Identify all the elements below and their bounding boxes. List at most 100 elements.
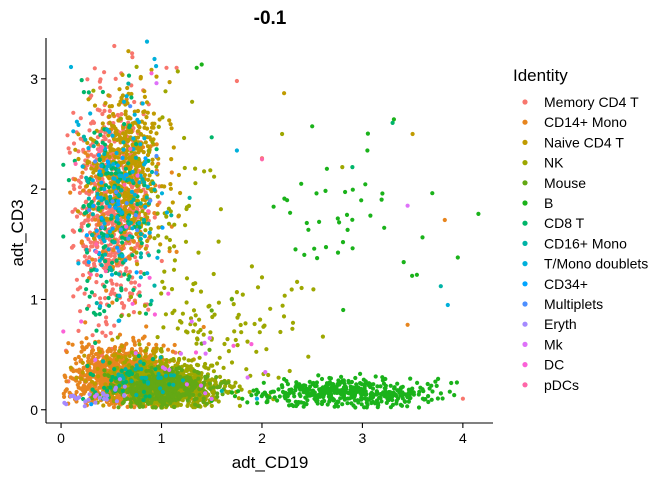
data-point: [264, 400, 269, 405]
data-point: [350, 246, 355, 251]
data-point: [84, 233, 89, 238]
data-point: [314, 380, 319, 385]
data-point: [365, 131, 370, 136]
data-point: [140, 177, 145, 182]
data-point: [153, 349, 158, 354]
data-point: [88, 136, 93, 141]
data-point: [135, 202, 140, 207]
data-point: [310, 124, 315, 129]
data-point: [89, 244, 94, 249]
data-point: [124, 201, 129, 206]
data-point: [167, 118, 172, 123]
data-point: [167, 367, 172, 372]
legend-label: CD8 T: [544, 215, 585, 231]
data-point: [100, 225, 105, 230]
data-point: [124, 371, 130, 376]
data-point: [215, 394, 220, 399]
data-point: [173, 398, 178, 403]
data-point: [74, 277, 79, 282]
data-point: [120, 240, 125, 245]
data-point: [100, 111, 105, 117]
data-point: [74, 361, 79, 366]
data-point: [306, 227, 311, 232]
data-point: [140, 209, 145, 214]
data-point: [145, 144, 150, 149]
data-point: [155, 202, 160, 208]
data-point: [74, 396, 79, 401]
data-point: [126, 49, 131, 54]
data-point: [209, 396, 214, 401]
data-point: [172, 222, 177, 227]
data-point: [402, 399, 408, 404]
data-point: [137, 290, 142, 295]
data-point: [81, 134, 86, 139]
data-point: [116, 372, 121, 377]
data-point: [313, 384, 318, 389]
data-point: [359, 402, 364, 407]
data-point: [119, 368, 124, 373]
data-point: [92, 293, 97, 298]
data-point: [179, 320, 184, 325]
data-point: [299, 285, 304, 291]
data-point: [105, 373, 111, 378]
data-point: [208, 330, 213, 335]
data-point: [143, 228, 148, 233]
data-point: [202, 169, 207, 174]
data-point: [126, 115, 132, 120]
legend-key: [522, 301, 528, 307]
legend-item: Multiplets: [522, 296, 603, 312]
data-point: [177, 394, 182, 399]
data-point: [383, 389, 388, 394]
data-point: [84, 287, 89, 292]
data-point: [65, 133, 70, 138]
data-point: [349, 401, 354, 406]
data-point: [82, 404, 87, 409]
data-point: [96, 201, 101, 206]
data-point: [162, 285, 167, 290]
data-point: [116, 179, 121, 184]
data-point: [145, 381, 151, 386]
data-point: [252, 321, 257, 327]
data-point: [379, 197, 384, 202]
data-point: [171, 145, 176, 150]
data-point: [271, 204, 276, 209]
data-point: [136, 353, 141, 359]
data-point: [91, 88, 96, 93]
data-point: [234, 148, 239, 153]
data-point: [239, 387, 244, 392]
data-point: [152, 56, 157, 62]
data-point: [128, 166, 133, 171]
data-point: [342, 390, 347, 395]
data-point: [142, 234, 147, 239]
data-point: [391, 117, 396, 122]
data-point: [137, 283, 142, 288]
data-point: [176, 213, 181, 218]
data-point: [142, 136, 147, 141]
data-point: [369, 395, 374, 400]
data-point: [94, 165, 99, 170]
data-point: [460, 396, 465, 401]
data-point: [287, 368, 292, 374]
data-point: [93, 340, 98, 346]
data-point: [168, 358, 173, 363]
data-point: [84, 175, 89, 180]
data-point: [83, 200, 88, 205]
data-point: [290, 326, 295, 331]
data-point: [164, 210, 170, 215]
data-point: [106, 247, 111, 252]
data-point: [415, 380, 420, 385]
data-point: [114, 150, 119, 156]
data-point: [78, 136, 83, 141]
data-point: [138, 346, 143, 351]
data-point: [87, 204, 92, 209]
data-point: [299, 400, 304, 405]
data-point: [190, 99, 195, 104]
data-point: [134, 231, 139, 236]
data-point: [137, 160, 142, 165]
data-point: [115, 217, 120, 222]
data-point: [327, 380, 332, 385]
data-point: [170, 200, 175, 205]
data-point: [140, 404, 145, 409]
data-point: [80, 370, 85, 375]
data-point: [76, 328, 81, 333]
